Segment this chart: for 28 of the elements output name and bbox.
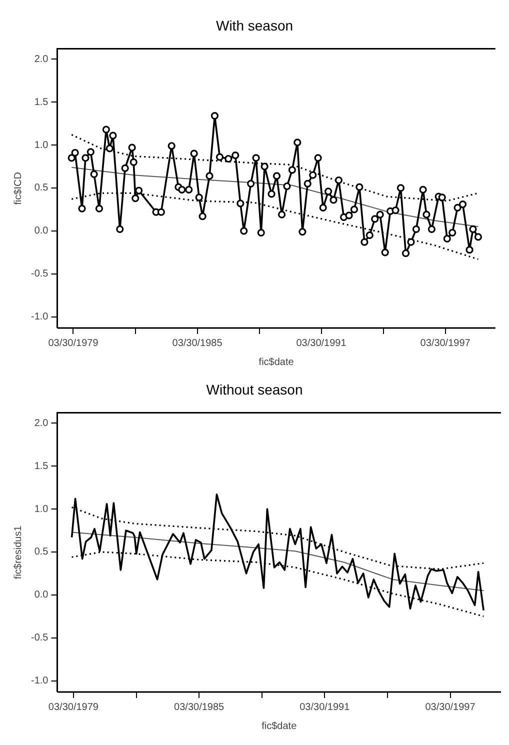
y-tick-label: 1.0 — [34, 140, 49, 151]
x-axis-title: fic$date — [262, 720, 298, 732]
x-axis-title: fic$date — [258, 356, 294, 368]
y-tick-label: 0.0 — [34, 590, 49, 601]
y-tick-label: -1.0 — [30, 676, 49, 687]
y-tick-label: 1.5 — [34, 460, 49, 472]
x-tick-label: 03/30/1979 — [48, 702, 99, 713]
chart-title: With season — [216, 17, 294, 34]
x-tick-label: 03/30/1991 — [296, 338, 347, 349]
y-tick-label: 1.0 — [34, 504, 49, 515]
chart-title: Without season — [206, 381, 303, 398]
y-tick-label: 1.5 — [34, 96, 49, 108]
y-tick-label: 0.5 — [34, 546, 49, 558]
x-tick-label: 03/30/1985 — [172, 338, 223, 349]
x-tick-label: 03/30/1979 — [48, 338, 99, 349]
y-tick-label: -0.5 — [30, 632, 49, 644]
y-tick-label: 0.5 — [34, 182, 49, 194]
y-tick-label: -1.0 — [30, 312, 49, 323]
x-tick-label: 03/30/1997 — [420, 338, 471, 349]
y-axis-title: fic$ICD — [12, 172, 24, 205]
y-tick-label: 2.0 — [34, 418, 49, 429]
x-tick-label: 03/30/1997 — [425, 702, 476, 713]
x-tick-label: 03/30/1991 — [300, 702, 350, 713]
x-tick-label: 03/30/1985 — [174, 702, 225, 713]
y-tick-label: 0.0 — [34, 226, 49, 237]
y-tick-label: -0.5 — [30, 268, 49, 280]
y-tick-label: 2.0 — [34, 54, 49, 65]
y-axis-title: fic$residus1 — [12, 525, 24, 580]
